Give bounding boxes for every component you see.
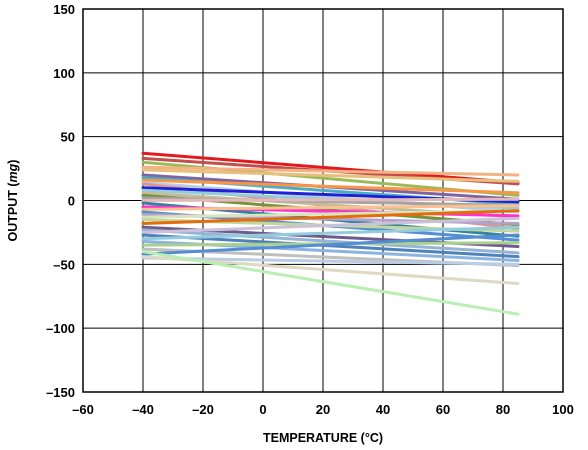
y-tick-label: –100: [46, 321, 75, 336]
y-axis-title: OUTPUT (mg): [6, 160, 20, 242]
y-tick-label: 0: [68, 194, 75, 209]
series-line: [141, 225, 520, 241]
y-tick-labels: –150 –100 –50 0 50 100 150: [46, 2, 75, 400]
y-tick-label: –150: [46, 385, 75, 400]
series-line: [141, 209, 520, 225]
series-line: [141, 178, 520, 195]
series-line: [141, 228, 520, 255]
data-series: [141, 151, 520, 316]
x-tick-label: 0: [259, 402, 266, 417]
x-tick-label: 100: [552, 402, 574, 417]
plot-frame: [82, 8, 564, 393]
y-axis-title-part-3: ): [6, 160, 20, 164]
x-tick-label: 60: [436, 402, 450, 417]
x-tick-label: –20: [192, 402, 214, 417]
x-tick-label: 80: [496, 402, 510, 417]
series-line: [141, 216, 520, 234]
series-line: [141, 204, 520, 211]
x-axis-title: TEMPERATURE (°C): [263, 431, 383, 445]
series-line: [141, 256, 520, 266]
series-line: [141, 168, 520, 183]
y-tick-label: 50: [61, 130, 75, 145]
y-axis-title-unit: mg: [6, 163, 20, 182]
y-tick-label: –50: [53, 257, 75, 272]
x-tick-labels: –60 –40 –20 0 20 40 60 80 100: [72, 402, 574, 417]
series-line: [141, 197, 520, 202]
series-line: [141, 151, 520, 185]
series-line: [141, 250, 520, 316]
y-axis-title-part-1: OUTPUT (: [6, 182, 20, 242]
y-tick-label: 150: [53, 2, 75, 17]
y-tick-label: 100: [53, 66, 75, 81]
x-tick-label: –40: [132, 402, 154, 417]
x-tick-label: 40: [376, 402, 390, 417]
x-tick-label: 20: [316, 402, 330, 417]
series-line: [141, 165, 520, 177]
x-tick-label: –60: [72, 402, 94, 417]
series-line: [141, 233, 520, 256]
